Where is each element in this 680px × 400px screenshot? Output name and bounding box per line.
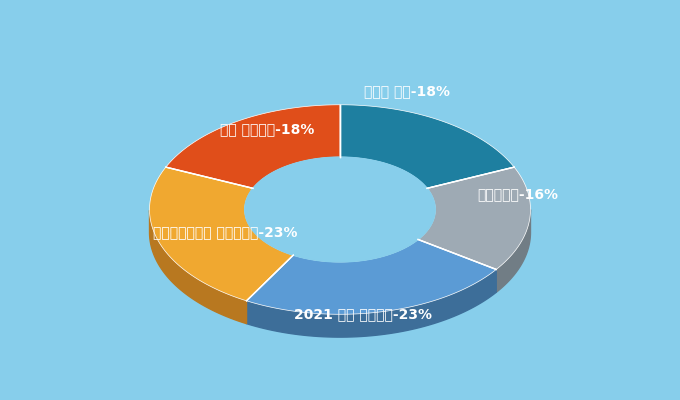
Polygon shape (150, 210, 247, 324)
Polygon shape (247, 270, 496, 337)
Polygon shape (340, 105, 514, 188)
Text: 大学進学率-16%: 大学進学率-16% (477, 187, 558, 201)
Polygon shape (247, 240, 496, 314)
Text: 2021 大学 対面授業-23%: 2021 大学 対面授業-23% (294, 307, 432, 321)
Text: 調査書 高校-18%: 調査書 高校-18% (364, 84, 449, 98)
Polygon shape (418, 210, 435, 262)
Polygon shape (245, 157, 435, 262)
Polygon shape (293, 240, 418, 285)
Polygon shape (496, 210, 530, 292)
Text: 大学 ニュース-18%: 大学 ニュース-18% (220, 122, 315, 136)
Polygon shape (245, 210, 293, 278)
Polygon shape (166, 105, 340, 188)
Text: 採用したい大学 ランキング-23%: 採用したい大学 ランキング-23% (154, 225, 298, 239)
Polygon shape (150, 167, 293, 301)
Polygon shape (418, 167, 530, 270)
